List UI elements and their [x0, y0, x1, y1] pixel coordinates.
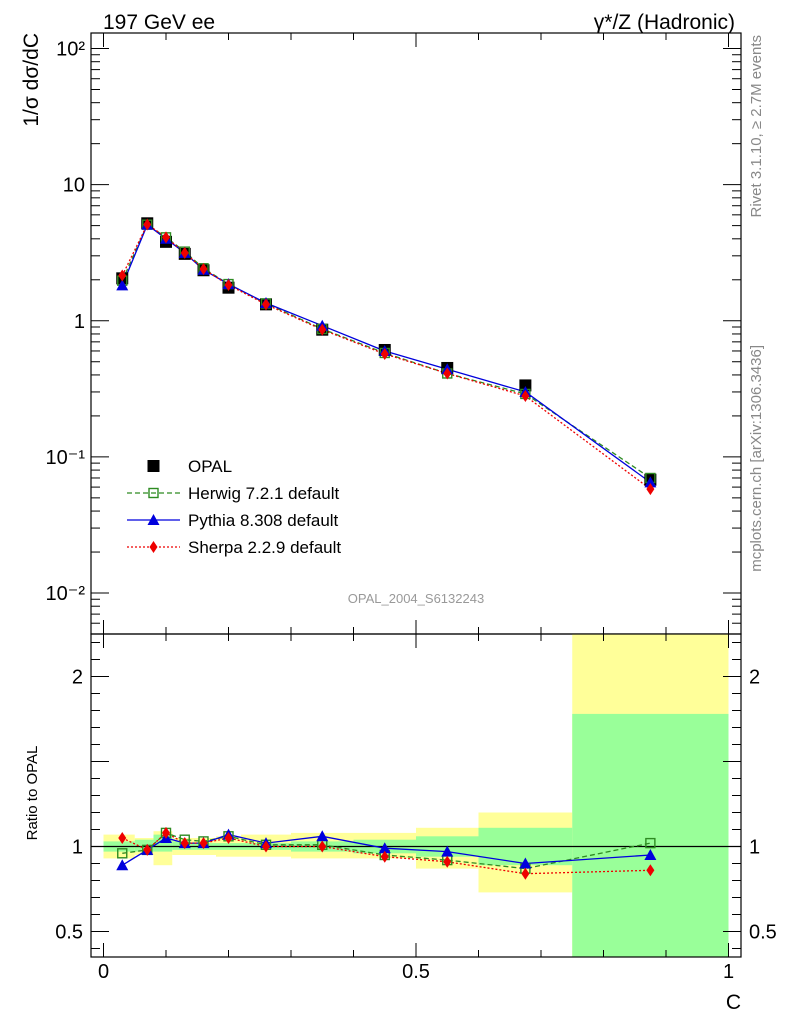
y-tick-label-main: 10⁻¹: [46, 447, 86, 469]
main-series-line: [121, 223, 651, 490]
legend-marker: [148, 487, 159, 499]
legend: OPAL Herwig 7.2.1 default Pythia 8.308 def…: [127, 457, 341, 557]
y-tick-label-ratio-right: 2: [749, 667, 760, 689]
main-data-point: [380, 347, 389, 360]
ratio-data-point: [443, 855, 452, 868]
main-data-point: [519, 379, 532, 392]
ratio-series-line: [122, 832, 651, 870]
ratio-series-line: [122, 832, 651, 875]
ratio-data-point: [380, 850, 389, 863]
ratio-data-point: [378, 842, 391, 854]
main-data-point: [118, 269, 127, 282]
y-tick-label-main: 1: [74, 311, 85, 333]
main-data-point: [318, 323, 327, 336]
main-data-point: [224, 279, 233, 292]
main-data-point: [199, 263, 208, 276]
y-tick-label-ratio: 1: [72, 837, 83, 859]
main-data-point: [116, 279, 129, 291]
main-panel: 10⁻² 10⁻¹ 1 10 10²: [46, 32, 742, 635]
y-tick-label-ratio-right: 1: [749, 837, 760, 859]
ratio-data-point: [224, 832, 233, 844]
y-axis-label-main: 1/σ dσ/dC: [20, 33, 43, 127]
rivet-label: Rivet 3.1.10, ≥ 2.7M events: [748, 35, 765, 218]
header-left: 197 GeV ee: [103, 11, 215, 34]
main-data-point: [180, 246, 189, 259]
main-data-point: [143, 218, 152, 231]
y-tick-label-main: 10⁻²: [46, 583, 86, 605]
ratio-data-point: [519, 857, 532, 869]
main-data-point: [262, 298, 270, 311]
legend-label: Pythia 8.308 default: [188, 511, 339, 530]
main-data-point: [646, 483, 655, 496]
x-tick-label: 1: [723, 961, 734, 983]
ratio-data-point: [521, 867, 530, 880]
ratio-data-point: [318, 840, 327, 853]
ratio-data-point: [316, 830, 329, 842]
main-data-point: [521, 390, 530, 403]
y-tick-label-ratio-right: 0.5: [749, 922, 777, 944]
legend-marker: [149, 541, 158, 553]
y-tick-label-main: 10²: [56, 39, 85, 61]
ratio-data-point: [441, 845, 454, 857]
legend-marker: [147, 460, 160, 472]
ratio-data-point: [645, 837, 656, 849]
y-tick-label-ratio: 0.5: [55, 922, 83, 944]
band-inner: [572, 713, 729, 957]
main-data-point: [443, 367, 452, 380]
header-right: γ*/Z (Hadronic): [594, 11, 735, 34]
ratio-data-point: [199, 837, 208, 850]
legend-label: Sherpa 2.2.9 default: [188, 538, 341, 557]
ratio-data-point: [262, 840, 270, 853]
y-tick-label-main: 10: [63, 175, 85, 197]
x-tick-label: 0: [98, 961, 109, 983]
main-data-point: [644, 476, 657, 488]
ratio-data-point: [180, 837, 189, 850]
ratio-data-point: [118, 832, 127, 844]
x-tick-label: 0.5: [402, 961, 430, 983]
y-axis-label-ratio: Ratio to OPAL: [24, 746, 41, 841]
main-data-point: [162, 231, 170, 244]
ratio-data-point: [117, 848, 128, 859]
legend-label: Herwig 7.2.1 default: [188, 484, 339, 503]
ratio-panel: 0.5 0.5 1 1 2 2 0 0.5 1: [55, 633, 777, 983]
ratio-data-point: [143, 843, 152, 856]
ratio-data-point: [116, 859, 129, 871]
legend-marker: [147, 514, 160, 525]
source-label: mcplots.cern.ch [arXiv:1306.3436]: [748, 345, 765, 572]
ratio-data-point: [644, 849, 657, 860]
legend-label: OPAL: [188, 457, 232, 476]
x-axis-label: C: [726, 991, 741, 1014]
ratio-data-point: [646, 864, 655, 877]
ratio-data-point: [162, 826, 170, 839]
analysis-watermark: OPAL_2004_S6132243: [348, 591, 484, 606]
y-tick-label-ratio: 2: [72, 667, 83, 689]
